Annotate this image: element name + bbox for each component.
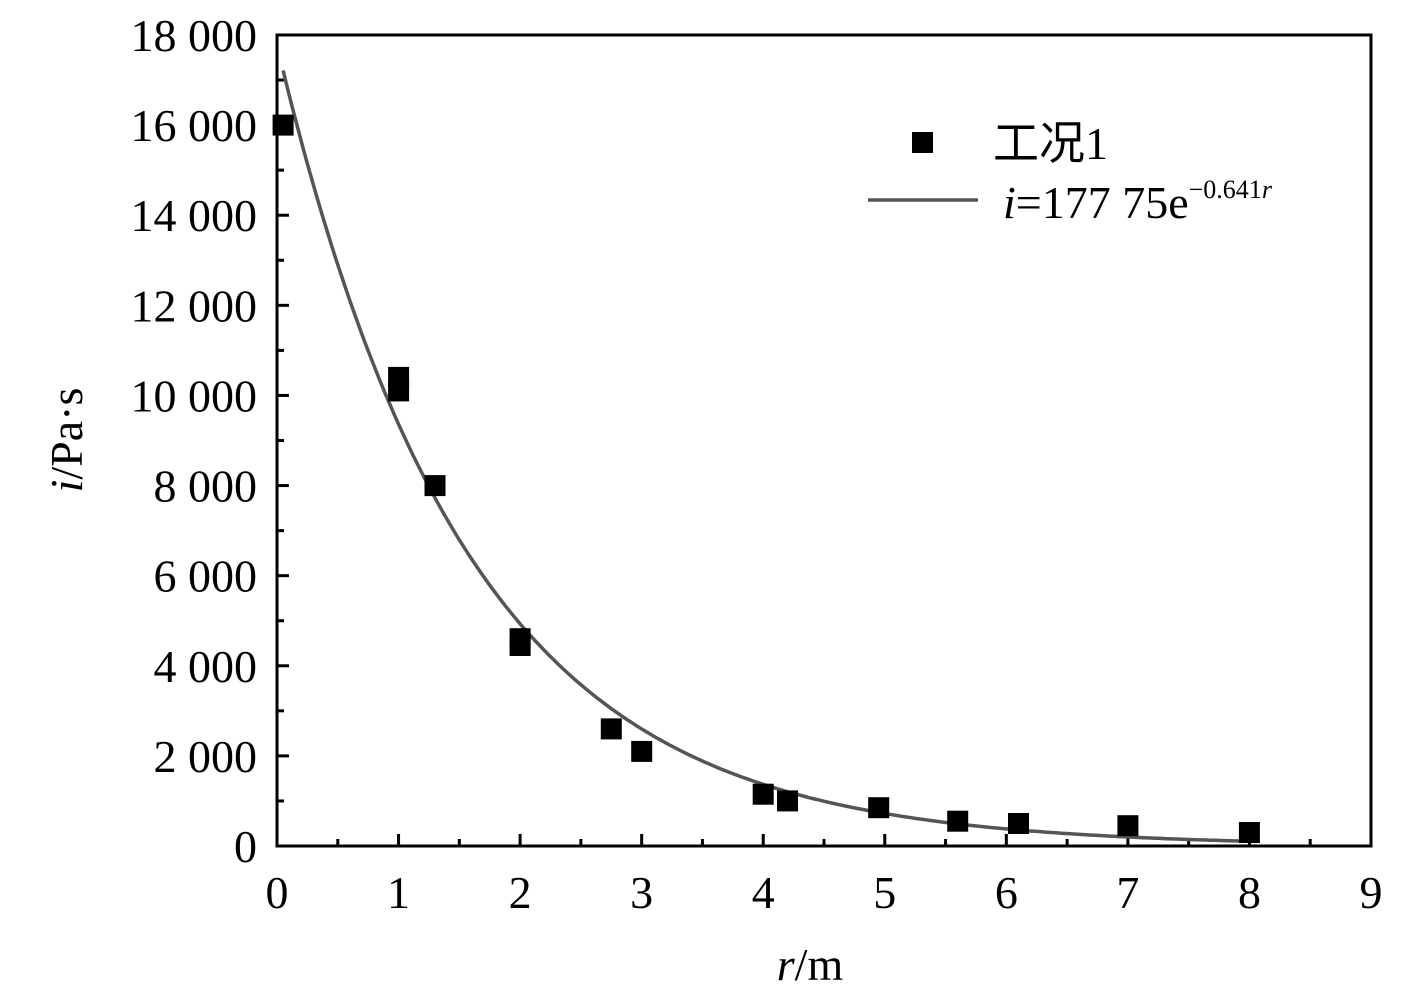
data-point <box>424 475 446 497</box>
y-tick-label: 10 000 <box>131 370 258 421</box>
data-point <box>1238 822 1260 843</box>
tick-labels: 0 1 2 3 4 5 6 7 8 9 0 2 000 4 000 6 000 8 000 10 000 12 … <box>131 10 1383 918</box>
y-axis-label: i/Pa·s <box>41 388 92 493</box>
data-point <box>600 718 622 740</box>
y-tick-label: 14 000 <box>131 190 258 241</box>
x-axis-label: r/m <box>777 939 844 990</box>
y-tick-label: 12 000 <box>131 280 258 331</box>
y-tick-label: 0 <box>234 821 257 872</box>
legend: 工况1 i=177 75e−0.641r <box>868 118 1273 228</box>
legend-marker-square <box>912 132 933 153</box>
plot-frame <box>275 33 1373 848</box>
y-tick-label: 16 000 <box>131 100 258 151</box>
y-tick-label: 18 000 <box>131 10 258 61</box>
data-point <box>777 790 798 812</box>
legend-label-series-2: i=177 75e−0.641r <box>1003 175 1273 228</box>
data-point <box>947 810 969 832</box>
x-tick-label: 8 <box>1238 867 1261 918</box>
x-tick-label: 2 <box>509 867 532 918</box>
x-tick-label: 0 <box>266 867 289 918</box>
data-point <box>752 783 774 805</box>
axis-ticks <box>275 33 1373 848</box>
data-point <box>1117 815 1139 837</box>
x-tick-label: 1 <box>387 867 410 918</box>
y-tick-label: 2 000 <box>154 731 258 782</box>
data-point <box>272 114 294 136</box>
data-point <box>388 380 410 402</box>
data-point <box>509 635 531 656</box>
y-tick-label: 4 000 <box>154 641 258 692</box>
scatter-markers <box>272 114 1260 843</box>
x-tick-label: 5 <box>873 867 896 918</box>
legend-label-series-1: 工况1 <box>993 118 1108 169</box>
y-tick-label: 8 000 <box>154 461 258 512</box>
data-point <box>631 740 653 762</box>
x-tick-label: 3 <box>630 867 653 918</box>
data-point <box>868 797 890 819</box>
data-point <box>1008 813 1029 834</box>
x-tick-label: 6 <box>995 867 1018 918</box>
x-tick-label: 7 <box>1116 867 1139 918</box>
y-tick-label: 6 000 <box>154 551 258 602</box>
x-tick-label: 4 <box>752 867 775 918</box>
x-tick-label: 9 <box>1360 867 1383 918</box>
